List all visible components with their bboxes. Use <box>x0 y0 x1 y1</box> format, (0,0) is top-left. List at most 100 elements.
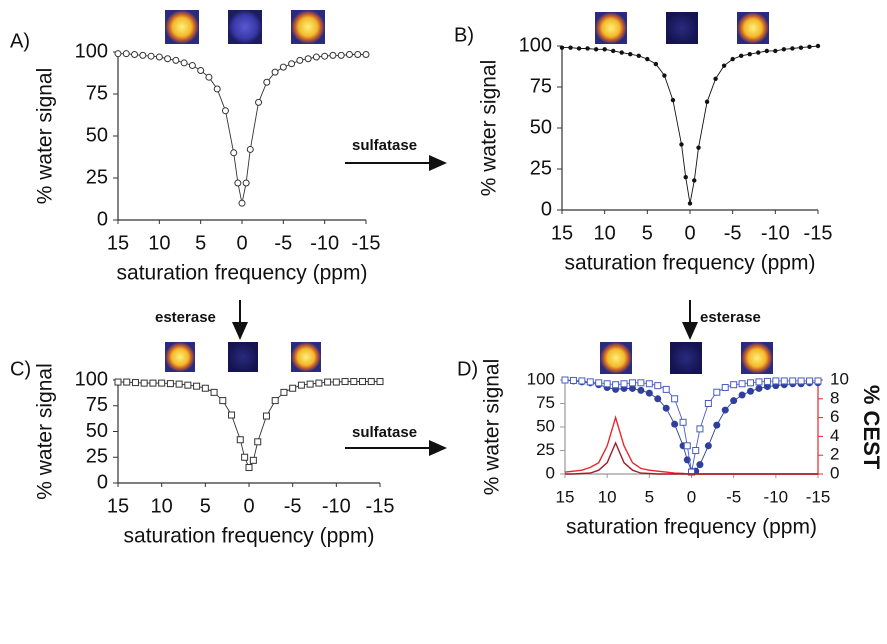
point <box>568 45 572 49</box>
series-line <box>565 380 818 472</box>
x-tick-label: -5 <box>274 232 292 254</box>
point <box>220 398 226 404</box>
point <box>663 405 670 412</box>
phantom-image <box>228 342 258 372</box>
x-tick-label: 15 <box>551 222 573 244</box>
series-line <box>565 380 818 471</box>
phantom-image <box>670 342 702 374</box>
point <box>739 381 745 387</box>
x-tick-label: 5 <box>645 487 654 506</box>
y2-axis-label: % CEST <box>859 385 884 470</box>
y-axis-label: % water signal <box>34 363 57 500</box>
point <box>696 145 700 149</box>
x-tick-label: 0 <box>684 222 695 244</box>
annotation: esterase <box>700 309 761 326</box>
phantom-image <box>291 342 321 372</box>
point <box>645 57 649 61</box>
point <box>672 396 678 402</box>
y-tick-label: 50 <box>86 420 108 442</box>
point <box>222 108 228 114</box>
point <box>713 77 717 81</box>
y-tick-label: 75 <box>86 82 108 104</box>
point <box>247 146 253 152</box>
point <box>322 53 328 59</box>
point <box>655 383 661 389</box>
point <box>596 380 602 386</box>
point <box>764 378 770 384</box>
annotation: sulfatase <box>352 137 417 154</box>
panel: 0255075100151050-5-10-150246810% CESTsat… <box>457 358 884 538</box>
x-tick-label: -15 <box>352 232 381 254</box>
point <box>181 60 187 66</box>
point <box>730 397 737 404</box>
y-tick-label: 75 <box>86 394 108 416</box>
figure: sulfatase esterase esterase sulfatase 02… <box>0 0 887 639</box>
point <box>714 389 720 395</box>
point <box>239 200 245 206</box>
x-tick-label: 15 <box>107 232 129 254</box>
point <box>307 381 313 387</box>
x-tick-label: 10 <box>151 495 173 517</box>
arrows <box>240 163 690 448</box>
point <box>756 379 762 385</box>
x-axis-label: saturation frequency (ppm) <box>565 252 816 275</box>
point <box>246 465 252 471</box>
point <box>807 45 811 49</box>
phantom-image <box>165 10 199 44</box>
point <box>773 49 777 53</box>
point <box>731 382 737 388</box>
point <box>722 63 726 67</box>
x-tick-label: -5 <box>724 222 742 244</box>
point <box>748 380 754 386</box>
panel-label: A) <box>10 30 30 52</box>
x-tick-label: 0 <box>236 232 247 254</box>
point <box>281 389 287 395</box>
point <box>256 99 262 105</box>
point <box>272 69 278 75</box>
point <box>705 401 711 407</box>
series-line <box>118 54 366 204</box>
point <box>156 54 162 60</box>
point <box>297 57 303 63</box>
y-tick-label: 75 <box>530 75 552 97</box>
point <box>351 379 357 385</box>
point <box>604 381 610 387</box>
point <box>629 380 635 386</box>
point <box>123 51 129 57</box>
point <box>646 390 653 397</box>
x-tick-label: 5 <box>200 495 211 517</box>
x-tick-label: 15 <box>107 495 129 517</box>
point <box>377 379 383 385</box>
point <box>363 52 369 58</box>
point <box>214 86 220 92</box>
x-tick-label: -10 <box>310 232 339 254</box>
x-tick-label: -10 <box>322 495 351 517</box>
point <box>739 54 743 58</box>
point <box>613 382 619 388</box>
point <box>150 380 156 386</box>
point <box>264 79 270 85</box>
point <box>231 150 237 156</box>
point <box>638 380 644 386</box>
point <box>705 442 712 449</box>
point <box>316 380 322 386</box>
point <box>124 379 130 385</box>
point <box>235 180 241 186</box>
point <box>684 443 690 449</box>
point <box>773 378 779 384</box>
point <box>756 50 760 54</box>
point <box>722 385 728 391</box>
point <box>663 386 669 392</box>
phantom-image <box>228 10 262 44</box>
point <box>330 52 336 58</box>
point <box>289 61 295 67</box>
phantom-image <box>291 10 325 44</box>
point <box>141 380 147 386</box>
y-tick-label: 100 <box>75 40 108 62</box>
y-tick-label: 0 <box>97 208 108 230</box>
point <box>798 378 804 384</box>
y-axis-label: % water signal <box>481 359 504 496</box>
point <box>628 52 632 56</box>
y2-tick-label: 0 <box>830 463 839 482</box>
